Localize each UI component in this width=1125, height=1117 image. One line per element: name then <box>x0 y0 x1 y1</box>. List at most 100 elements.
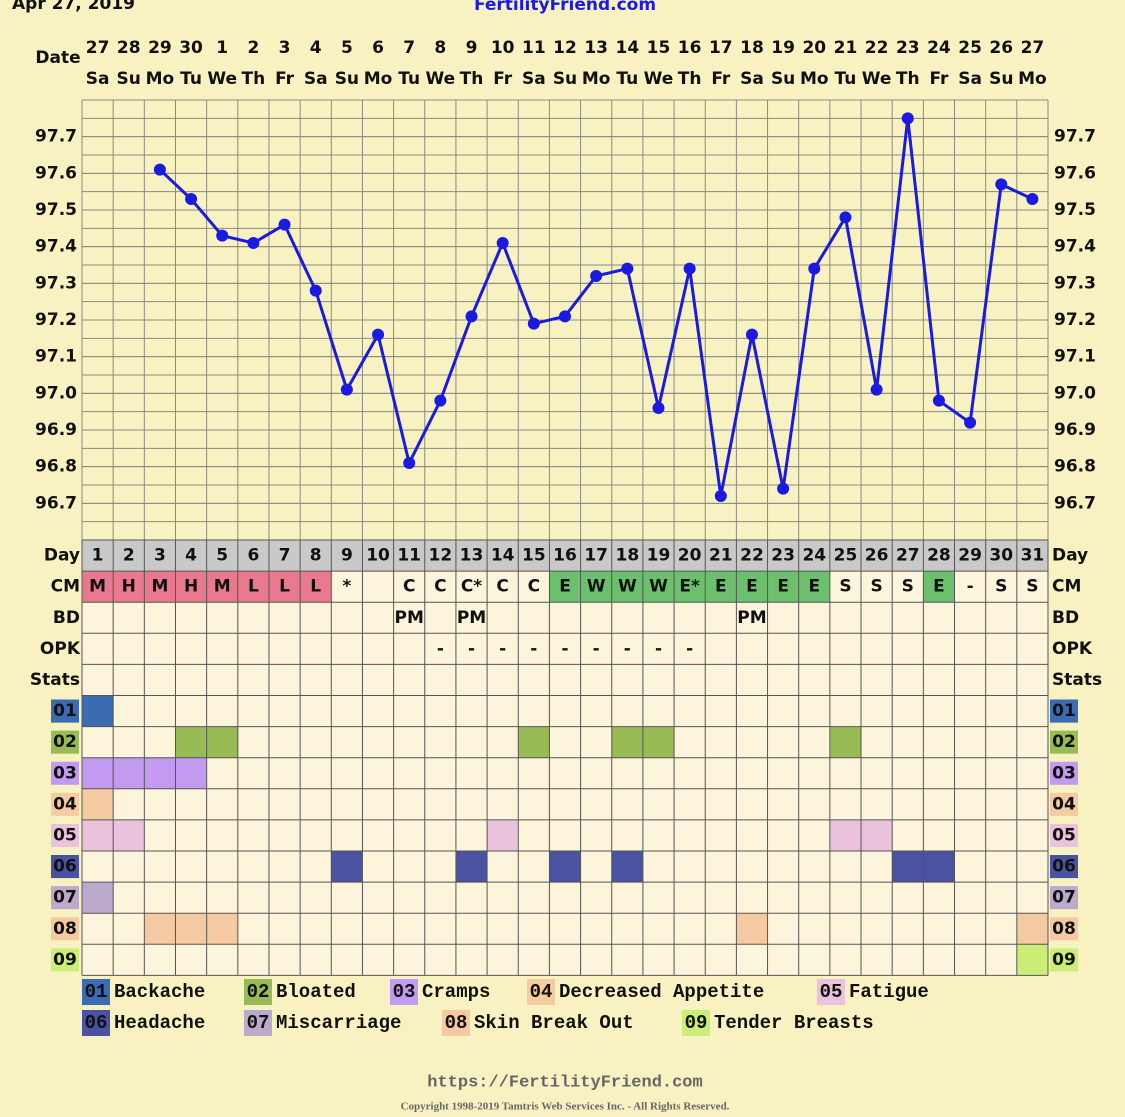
weekday-label: We <box>862 69 892 89</box>
temperature-point <box>496 237 509 249</box>
date-label: 12 <box>553 38 577 58</box>
row-label: BD <box>53 608 80 628</box>
date-label: 14 <box>615 38 639 58</box>
legend-name: Headache <box>114 1012 205 1034</box>
symptom-code-right: 01 <box>1052 701 1076 721</box>
date-label: 6 <box>372 38 384 58</box>
cm-cell <box>798 571 830 603</box>
temperature-point <box>216 229 229 242</box>
date-label: 17 <box>709 38 733 58</box>
cm-value: E <box>559 577 571 597</box>
weekday-label: Fr <box>929 69 949 89</box>
cm-value: E <box>777 577 789 597</box>
weekday-label: Tu <box>835 69 857 89</box>
legend-name: Skin Break Out <box>474 1012 634 1034</box>
legend-code-box <box>244 979 272 1005</box>
y-tick-label-right: 97.2 <box>1054 310 1096 330</box>
cm-cell <box>580 571 612 603</box>
day-number: 29 <box>958 546 982 566</box>
weekday-label: Su <box>117 69 141 89</box>
date-label: 16 <box>678 38 702 58</box>
row-label-right: Stats <box>1052 670 1102 690</box>
symptom-code-right: 07 <box>1052 888 1076 908</box>
cm-value: H <box>122 577 136 597</box>
symptom-code-right: 04 <box>1052 794 1076 814</box>
temperature-point <box>1026 193 1039 205</box>
row-label: CM <box>51 577 80 597</box>
legend-name: Tender Breasts <box>714 1012 874 1034</box>
symptom-code-box <box>51 886 79 910</box>
weekday-label: Sa <box>86 69 110 89</box>
weekday-label: Th <box>678 69 702 89</box>
symptom-code: 07 <box>53 888 77 908</box>
symptom-cell <box>1016 913 1048 945</box>
legend-code-box <box>442 1010 470 1036</box>
temperature-point <box>278 218 291 231</box>
temperature-point <box>714 490 727 502</box>
cm-value: H <box>184 577 198 597</box>
symptom-code-right-box <box>1050 761 1078 785</box>
weekday-label: Th <box>242 69 266 89</box>
legend-name: Backache <box>114 981 205 1003</box>
day-number: 1 <box>92 546 104 566</box>
temperature-point <box>185 193 198 205</box>
symptom-cell <box>175 726 207 758</box>
symptom-cell <box>82 882 114 914</box>
temperature-point <box>527 317 540 330</box>
temperature-point <box>309 284 322 297</box>
day-number: 26 <box>865 546 889 566</box>
day-number: 16 <box>553 546 577 566</box>
cm-cell <box>736 571 768 603</box>
cm-value: C <box>496 577 508 597</box>
temperature-point <box>777 482 790 495</box>
symptom-code-right: 03 <box>1052 763 1076 783</box>
cm-value: E <box>808 577 820 597</box>
symptom-code-right-box <box>1050 917 1078 941</box>
footer-url[interactable]: https://FertilityFriend.com <box>427 1073 702 1092</box>
weekday-label: Mo <box>364 69 393 89</box>
day-number: 3 <box>154 546 166 566</box>
weekday-label: Su <box>989 69 1013 89</box>
symptom-code-right-box <box>1050 792 1078 816</box>
day-number: 11 <box>397 546 421 566</box>
symptom-cell <box>1016 944 1048 976</box>
cm-value: W <box>618 577 637 597</box>
y-tick-label: 96.9 <box>35 420 77 440</box>
symptom-code-right-box <box>1050 730 1078 754</box>
y-tick-label-right: 97.1 <box>1054 347 1096 367</box>
y-tick-label-right: 97.0 <box>1054 383 1096 403</box>
cm-cell <box>113 571 145 603</box>
day-number: 18 <box>615 546 639 566</box>
date-label: 26 <box>989 38 1013 58</box>
symptom-code: 06 <box>53 857 77 877</box>
cm-cell <box>705 571 737 603</box>
temperature-point <box>403 457 416 469</box>
day-number: 21 <box>709 546 733 566</box>
legend-code-box <box>390 979 418 1005</box>
y-tick-label: 97.2 <box>35 310 77 330</box>
temperature-point <box>683 262 696 275</box>
cm-cell <box>82 571 114 603</box>
symptom-cell <box>549 851 581 883</box>
symptom-cell <box>206 913 238 945</box>
symptom-cell <box>82 695 114 727</box>
symptom-code-right: 02 <box>1052 732 1076 752</box>
weekday-label: Mo <box>146 69 175 89</box>
y-tick-label: 97.3 <box>35 273 77 293</box>
y-tick-label: 97.7 <box>35 127 77 147</box>
y-tick-label-right: 97.3 <box>1054 273 1096 293</box>
weekday-label: Mo <box>1018 69 1047 89</box>
day-number: 14 <box>491 546 515 566</box>
y-tick-label-right: 97.5 <box>1054 200 1096 220</box>
opk-value: - <box>468 639 475 659</box>
symptom-code-right-box <box>1050 699 1078 723</box>
temperature-point <box>340 383 353 396</box>
symptom-cell <box>206 726 238 758</box>
temperature-line <box>158 118 1034 497</box>
date-label: 27 <box>1021 38 1045 58</box>
symptom-code: 09 <box>53 950 77 970</box>
site-title[interactable]: FertilityFriend.com <box>474 0 656 15</box>
legend-code: 09 <box>685 1012 708 1034</box>
temperature-point <box>153 163 166 176</box>
legend-code-box <box>682 1010 710 1036</box>
